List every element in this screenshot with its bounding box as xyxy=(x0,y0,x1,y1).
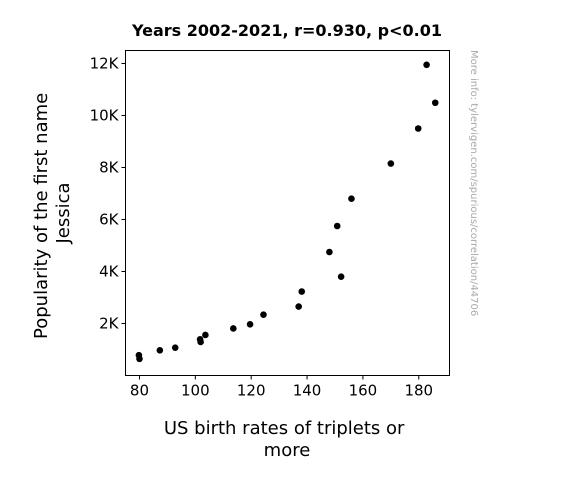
data-point xyxy=(326,248,333,256)
data-point xyxy=(202,331,209,339)
data-point xyxy=(348,195,355,202)
data-point xyxy=(230,325,237,332)
plot-area: 80 100 120 140 160 180 2K 4K 6K 8K 10K 12K xyxy=(90,50,450,400)
y-tick-label: 12K xyxy=(90,55,120,73)
data-point xyxy=(136,355,143,363)
plot-frame xyxy=(125,50,450,376)
data-point xyxy=(156,346,164,354)
data-point xyxy=(197,338,204,346)
y-axis-label-line-2: Jessica xyxy=(53,182,74,244)
x-tick-label: 100 xyxy=(181,382,210,400)
x-axis-ticks: 80 100 120 140 160 180 xyxy=(130,375,433,400)
y-tick-label: 2K xyxy=(99,315,120,333)
data-point xyxy=(333,222,341,230)
data-point xyxy=(246,320,254,328)
y-axis-label-line-1: Popularity of the first name xyxy=(31,93,52,339)
watermark-source: More info: tylervigen.com/spurious/corre… xyxy=(468,50,479,316)
data-point xyxy=(387,160,395,167)
y-tick-label: 8K xyxy=(99,159,120,177)
x-tick-label: 120 xyxy=(237,382,266,400)
x-axis-label: US birth rates of triplets or more xyxy=(164,418,410,461)
x-tick-label: 140 xyxy=(293,382,322,400)
data-point xyxy=(414,125,422,132)
y-axis-label: Popularity of the first name Jessica xyxy=(31,87,74,339)
chart-title: Years 2002-2021, r=0.930, p<0.01 xyxy=(131,21,442,40)
y-tick-label: 4K xyxy=(99,263,120,281)
y-tick-label: 6K xyxy=(99,211,120,229)
data-point xyxy=(337,273,345,281)
data-point xyxy=(260,311,267,318)
data-point xyxy=(431,99,439,107)
x-axis-label-line-1: US birth rates of triplets or xyxy=(164,418,405,439)
data-points xyxy=(135,61,439,363)
data-point xyxy=(295,303,302,310)
x-axis-label-line-2: more xyxy=(264,440,311,461)
data-point xyxy=(171,344,179,351)
y-axis-label-text: Popularity of the first name Jessica xyxy=(31,87,74,339)
y-tick-label: 10K xyxy=(90,107,120,125)
data-point xyxy=(423,61,430,69)
x-tick-label: 80 xyxy=(130,382,149,400)
x-tick-label: 180 xyxy=(404,382,433,400)
data-point xyxy=(298,288,306,295)
x-tick-label: 160 xyxy=(349,382,378,400)
y-axis-ticks: 2K 4K 6K 8K 10K 12K xyxy=(90,55,126,333)
